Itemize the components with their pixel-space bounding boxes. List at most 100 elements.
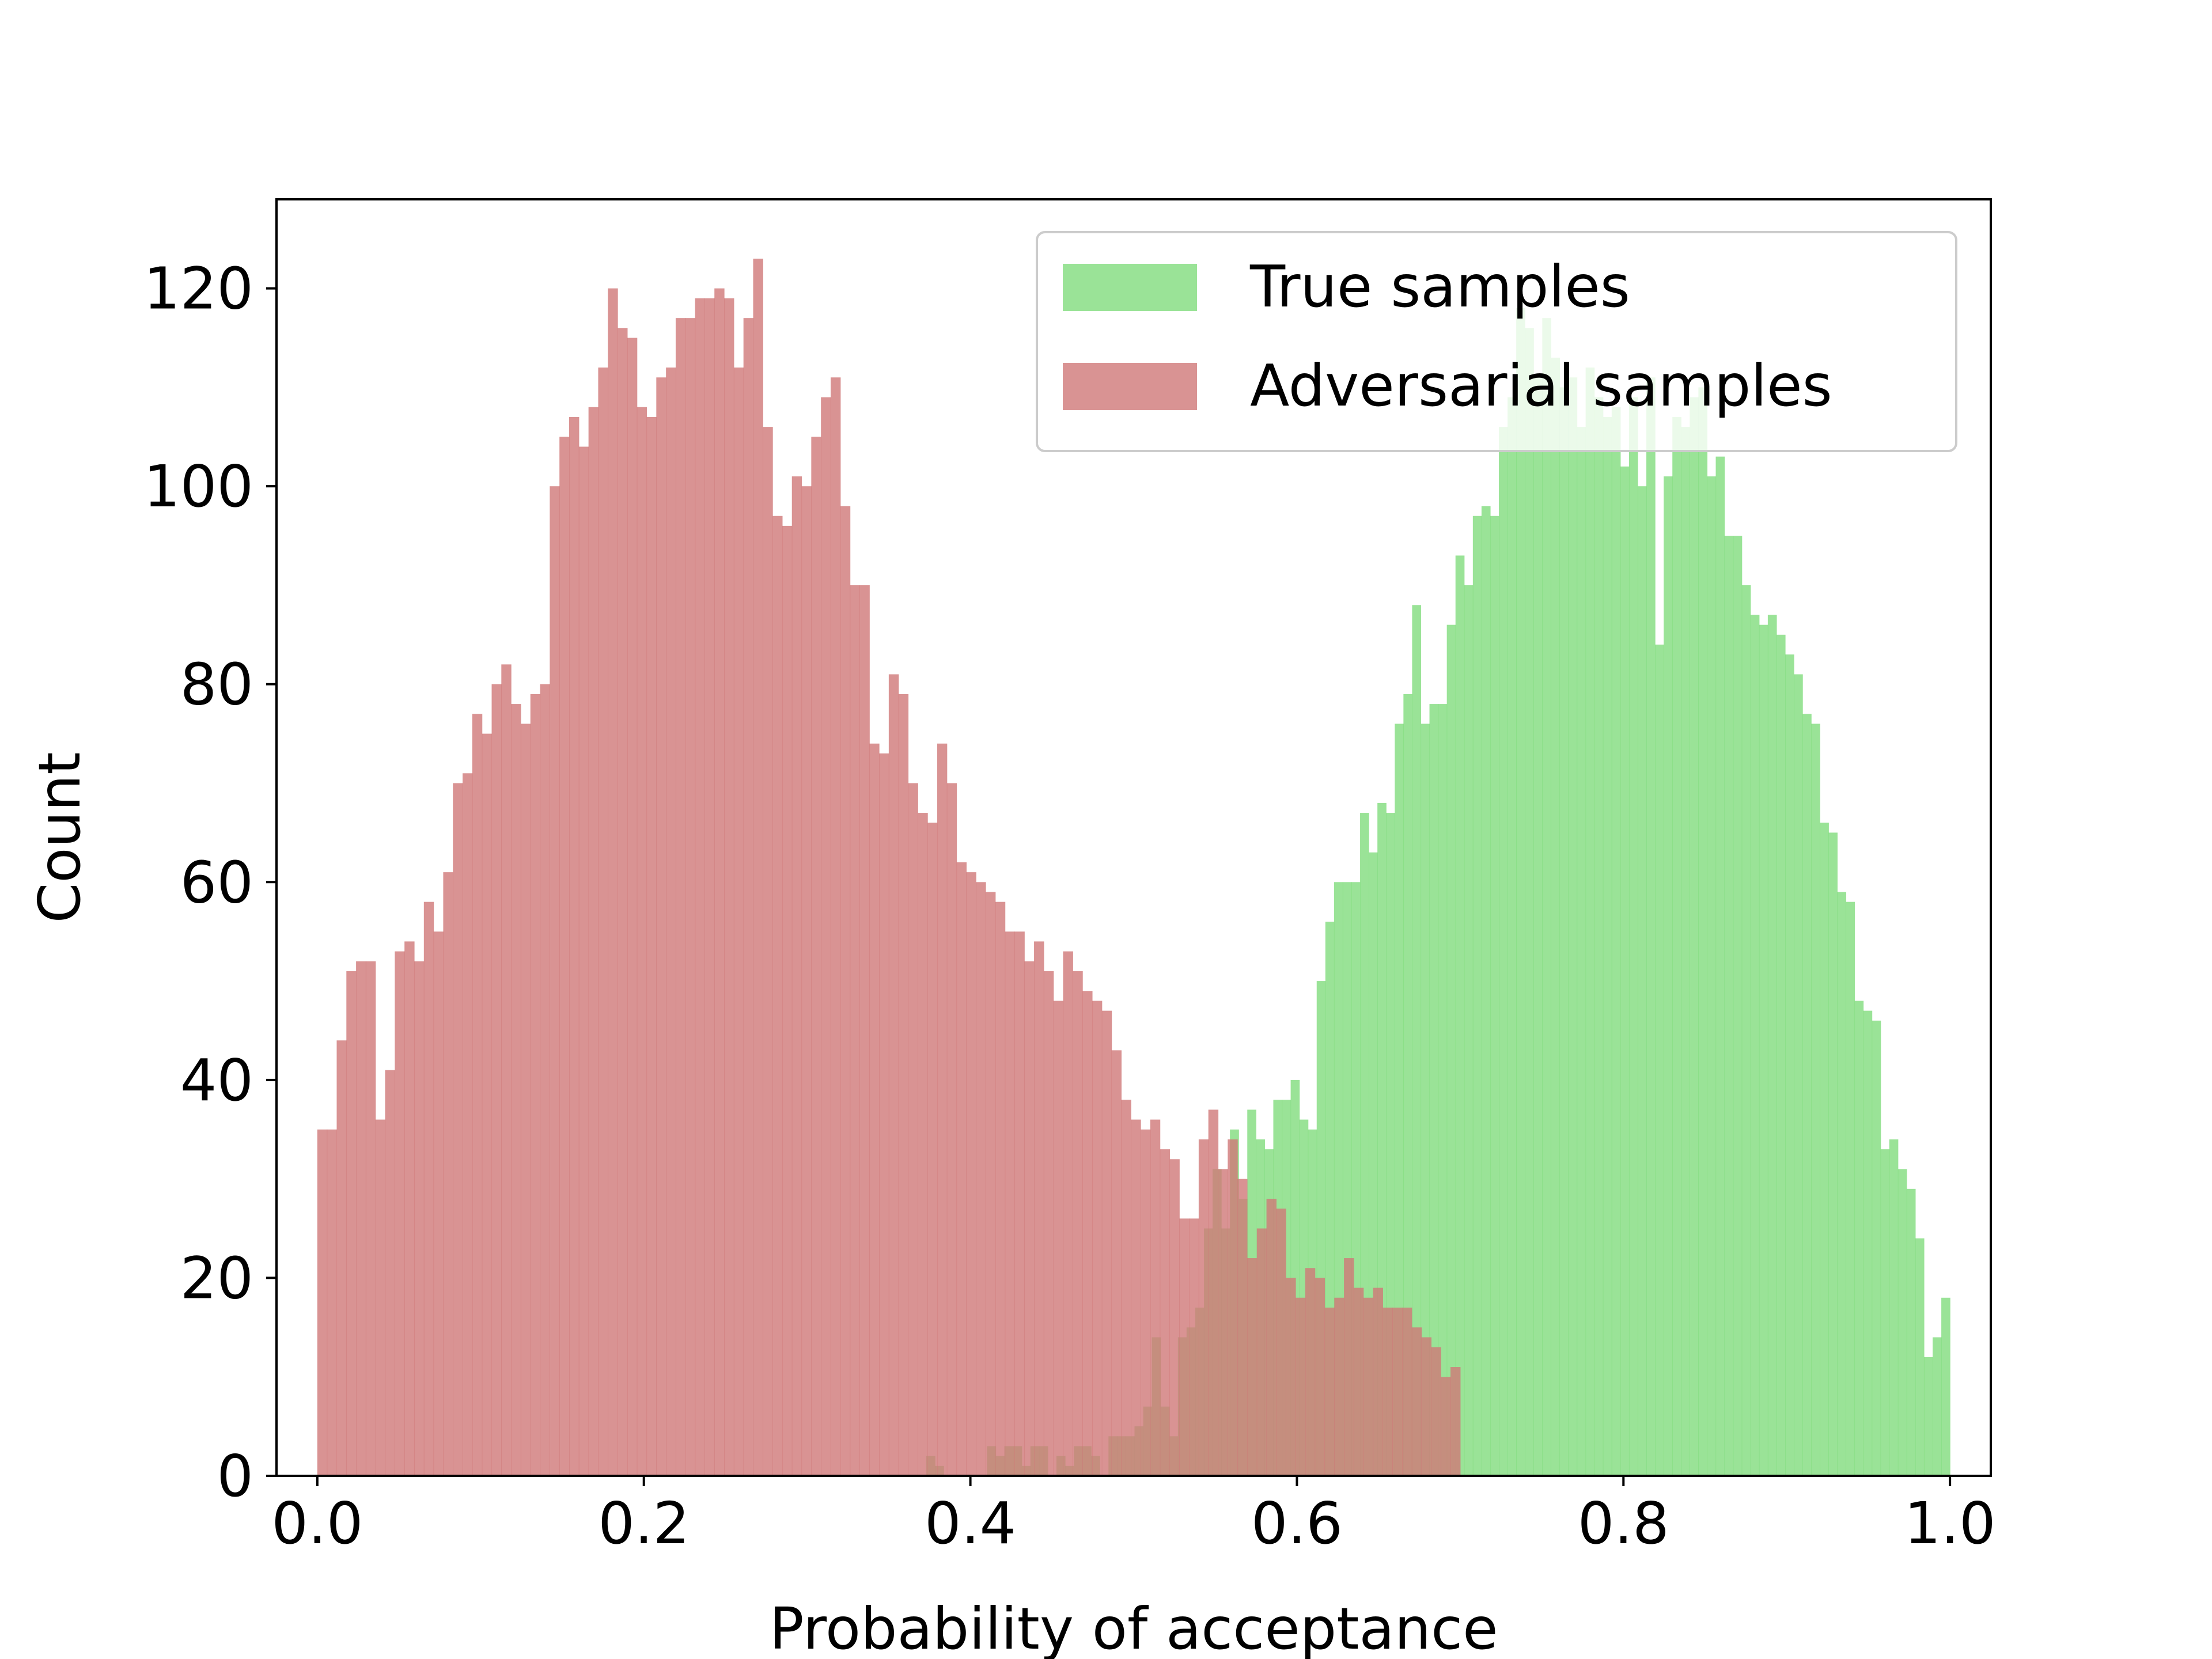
bar-series-1-bin-70 (995, 902, 1006, 1476)
bar-series-1-bin-117 (1450, 1367, 1461, 1476)
bar-series-1-bin-111 (1392, 1307, 1403, 1476)
bar-series-1-bin-80 (1092, 1001, 1103, 1476)
bar-series-0-bin-54 (1395, 724, 1404, 1476)
bar-series-1-bin-78 (1073, 971, 1083, 1476)
bar-series-1-bin-68 (976, 882, 986, 1476)
bar-series-1-bin-79 (1082, 991, 1093, 1476)
bar-series-1-bin-25 (559, 437, 570, 1476)
bar-series-1-bin-31 (618, 328, 628, 1476)
bar-series-1-bin-38 (685, 318, 696, 1476)
bar-series-1-bin-84 (1131, 1119, 1141, 1476)
x-axis-label: Probability of acceptance (769, 1595, 1498, 1659)
legend-swatch-adversarial-samples (1063, 363, 1197, 410)
bar-series-1-bin-26 (569, 416, 579, 1476)
bar-series-1-bin-13 (443, 872, 453, 1476)
bar-series-0-bin-86 (1672, 416, 1681, 1476)
bar-series-1-bin-102 (1305, 1268, 1316, 1476)
bar-series-1-bin-81 (1101, 1010, 1112, 1476)
bar-series-1-bin-52 (821, 397, 831, 1476)
bar-series-1-bin-9 (404, 941, 415, 1476)
bar-series-0-bin-98 (1776, 634, 1786, 1476)
bar-series-1-bin-40 (704, 298, 715, 1476)
bar-series-0-bin-90 (1707, 476, 1717, 1476)
bar-series-1-bin-39 (695, 298, 705, 1476)
bar-series-0-bin-56 (1412, 605, 1422, 1476)
bar-series-1-bin-10 (414, 961, 425, 1476)
bar-series-1-bin-93 (1218, 1169, 1228, 1476)
bar-series-1-bin-86 (1150, 1119, 1161, 1476)
bar-series-0-bin-67 (1508, 397, 1517, 1476)
bar-series-1-bin-47 (772, 516, 783, 1476)
bar-series-0-bin-99 (1785, 654, 1794, 1476)
bar-series-0-bin-96 (1759, 624, 1768, 1476)
bar-series-1-bin-72 (1014, 931, 1025, 1476)
bar-series-1-bin-22 (530, 694, 541, 1476)
x-tick-label-1: 0.2 (598, 1490, 690, 1557)
bar-series-1-bin-74 (1034, 941, 1044, 1476)
bar-series-1-bin-116 (1441, 1377, 1451, 1476)
bar-series-1-bin-12 (433, 931, 444, 1476)
bars-layer (317, 259, 1950, 1476)
bar-series-1-bin-29 (598, 368, 608, 1476)
bar-series-1-bin-87 (1160, 1149, 1171, 1476)
bar-series-0-bin-110 (1880, 1149, 1890, 1476)
bar-series-0-bin-94 (1741, 585, 1751, 1476)
bar-series-1-bin-83 (1121, 1100, 1131, 1476)
bar-series-0-bin-93 (1733, 536, 1743, 1476)
bar-series-1-bin-0 (317, 1129, 328, 1476)
bar-series-0-bin-117 (1941, 1297, 1950, 1476)
bar-series-0-bin-111 (1889, 1139, 1899, 1476)
bar-series-0-bin-88 (1690, 397, 1699, 1476)
bar-series-1-bin-98 (1266, 1199, 1277, 1476)
bar-series-1-bin-56 (859, 585, 870, 1476)
bar-series-1-bin-101 (1296, 1297, 1306, 1476)
bar-series-1-bin-96 (1247, 1258, 1257, 1476)
bar-series-1-bin-69 (985, 892, 996, 1476)
bar-series-1-bin-11 (423, 902, 434, 1476)
bar-series-0-bin-71 (1542, 318, 1551, 1476)
bar-series-1-bin-88 (1169, 1159, 1180, 1476)
x-axis-ticks: 0.0 0.2 0.4 0.6 0.8 1.0 (271, 1476, 1996, 1557)
bar-series-1-bin-8 (395, 951, 405, 1476)
bar-series-1-bin-42 (724, 298, 734, 1476)
bar-series-1-bin-95 (1237, 1179, 1248, 1476)
bar-series-1-bin-37 (675, 318, 686, 1476)
bar-series-0-bin-78 (1603, 416, 1612, 1476)
bar-series-0-bin-100 (1794, 674, 1803, 1476)
bar-series-1-bin-76 (1053, 1001, 1064, 1476)
y-tick-label-1: 20 (180, 1244, 253, 1312)
bar-series-1-bin-67 (966, 872, 976, 1476)
bar-series-0-bin-89 (1698, 387, 1708, 1476)
bar-series-1-bin-66 (956, 862, 967, 1476)
bar-series-0-bin-109 (1872, 1020, 1881, 1476)
bar-series-0-bin-116 (1933, 1337, 1942, 1476)
bar-series-1-bin-6 (375, 1119, 386, 1476)
bar-series-1-bin-5 (365, 961, 376, 1476)
bar-series-1-bin-64 (937, 743, 948, 1476)
x-tick-label-5: 1.0 (1904, 1490, 1996, 1557)
bar-series-1-bin-20 (511, 704, 521, 1476)
bar-series-1-bin-89 (1179, 1218, 1190, 1476)
bar-series-1-bin-34 (646, 416, 657, 1476)
bar-series-1-bin-58 (879, 753, 889, 1476)
bar-series-1-bin-110 (1382, 1307, 1393, 1476)
bar-series-1-bin-114 (1421, 1337, 1432, 1476)
bar-series-0-bin-76 (1585, 368, 1595, 1476)
bar-series-1-bin-41 (714, 288, 725, 1476)
bar-series-1-bin-32 (627, 338, 638, 1476)
bar-series-0-bin-91 (1715, 456, 1725, 1476)
bar-series-0-bin-101 (1802, 714, 1812, 1476)
plot-frame (275, 198, 1992, 1477)
bar-series-1-bin-97 (1256, 1228, 1267, 1476)
bar-series-0-bin-77 (1594, 397, 1604, 1476)
bar-series-1-bin-49 (791, 476, 802, 1476)
bar-series-1-bin-57 (869, 743, 880, 1476)
bar-series-1-bin-92 (1208, 1109, 1219, 1476)
bar-series-0-bin-57 (1421, 724, 1430, 1476)
bar-series-0-bin-97 (1767, 615, 1777, 1476)
bar-series-0-bin-103 (1820, 823, 1829, 1476)
bar-series-1-bin-77 (1063, 951, 1073, 1476)
bar-series-0-bin-113 (1906, 1188, 1916, 1476)
bar-series-0-bin-105 (1837, 892, 1847, 1476)
bar-series-1-bin-63 (927, 823, 938, 1476)
